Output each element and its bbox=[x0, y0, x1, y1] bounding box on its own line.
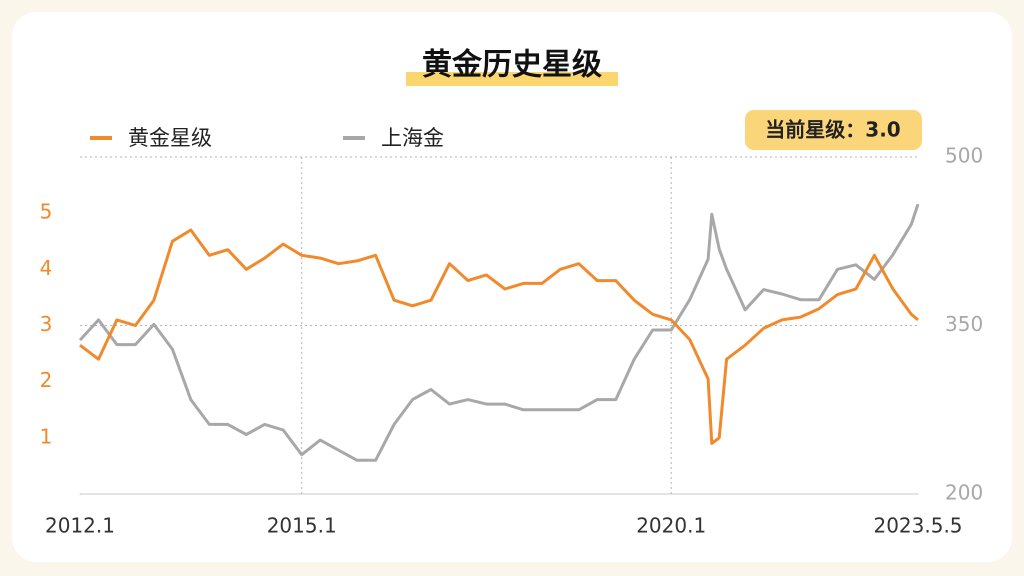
y2-tick-label: 200 bbox=[945, 481, 983, 505]
series-line bbox=[78, 203, 920, 462]
y-tick-label: 2 bbox=[40, 368, 53, 392]
x-tick-label: 2020.1 bbox=[636, 514, 706, 538]
y-tick-label: 5 bbox=[40, 200, 53, 224]
title-highlight bbox=[406, 72, 618, 86]
x-tick-label: 2015.1 bbox=[267, 514, 337, 538]
chart-title: 黄金历史星级 bbox=[422, 48, 602, 83]
badge-text: 当前星级：3.0 bbox=[765, 118, 900, 142]
x-tick-label: 2023.5.5 bbox=[873, 514, 962, 538]
y-tick-label: 4 bbox=[40, 256, 53, 280]
legend-label: 黄金星级 bbox=[128, 126, 212, 150]
badge bbox=[745, 110, 922, 150]
y2-tick-label: 350 bbox=[945, 312, 983, 336]
y-tick-label: 1 bbox=[40, 424, 53, 448]
y-tick-label: 3 bbox=[40, 312, 53, 336]
x-tick-label: 2012.1 bbox=[45, 514, 115, 538]
legend-label: 上海金 bbox=[381, 126, 444, 150]
y2-tick-label: 500 bbox=[945, 144, 983, 168]
series-line bbox=[79, 228, 919, 445]
